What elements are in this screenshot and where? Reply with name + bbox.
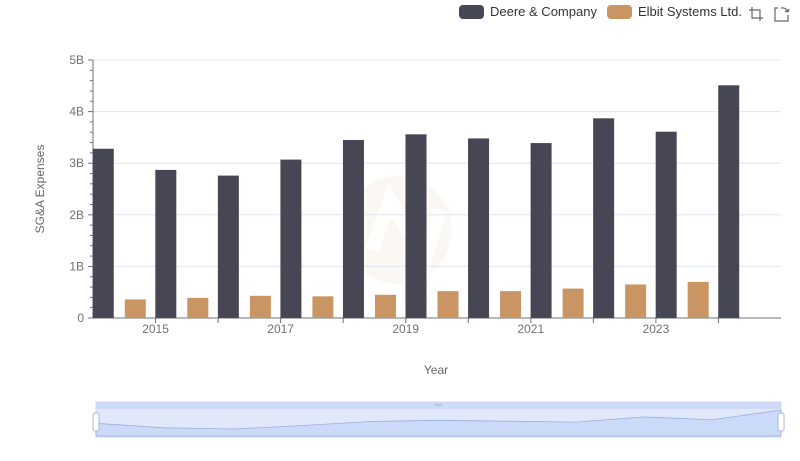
slider-preview-area — [95, 409, 782, 437]
legend-label-elbit: Elbit Systems Ltd. — [637, 4, 742, 19]
bar-elbit[interactable] — [249, 295, 271, 318]
y-axis: 0 1B 2B 3B 4B 5B — [69, 53, 94, 325]
bar-deere[interactable] — [468, 138, 490, 318]
data-zoom-slider[interactable]: ▪▪▪ — [92, 401, 785, 438]
legend-swatch-elbit — [606, 4, 632, 19]
x-tick-label: 2015 — [142, 322, 169, 336]
bar-series — [92, 85, 740, 318]
grid-lines — [93, 59, 781, 319]
bar-deere[interactable] — [593, 118, 615, 318]
y-tick-label: 2B — [69, 208, 84, 222]
y-tick-label: 4B — [69, 105, 84, 119]
bar-deere[interactable] — [217, 175, 239, 318]
legend: Deere & Company Elbit Systems Ltd. — [459, 4, 742, 19]
bar-deere[interactable] — [405, 134, 427, 318]
toolbox — [748, 6, 790, 22]
slider-handle-right[interactable] — [777, 412, 785, 432]
bar-elbit[interactable] — [312, 296, 334, 318]
bar-elbit[interactable] — [625, 284, 647, 318]
bar-elbit[interactable] — [437, 291, 459, 318]
legend-label-deere: Deere & Company — [490, 4, 597, 19]
y-tick-label: 0 — [77, 311, 84, 325]
bar-deere[interactable] — [655, 131, 677, 318]
bar-elbit[interactable] — [500, 291, 522, 318]
legend-swatch-deere — [459, 4, 484, 19]
y-tick-label: 3B — [69, 156, 84, 170]
y-axis-title: SG&A Expenses — [33, 145, 47, 234]
bar-elbit[interactable] — [562, 288, 584, 318]
x-tick-label: 2021 — [517, 322, 544, 336]
x-axis: 2015 2017 2019 2021 2023 — [93, 317, 781, 336]
bar-elbit[interactable] — [187, 297, 209, 318]
legend-item-deere[interactable]: Deere & Company — [459, 4, 597, 19]
slider-grip-icon[interactable]: ▪▪▪ — [434, 402, 442, 409]
x-axis-title: Year — [424, 363, 448, 377]
bar-deere[interactable] — [92, 148, 114, 318]
bar-elbit[interactable] — [124, 299, 146, 318]
legend-item-elbit[interactable]: Elbit Systems Ltd. — [606, 4, 742, 19]
bar-deere[interactable] — [530, 143, 552, 318]
bar-deere[interactable] — [718, 85, 740, 318]
bar-deere[interactable] — [155, 169, 177, 318]
bar-deere[interactable] — [280, 159, 302, 318]
x-tick-label: 2023 — [643, 322, 670, 336]
bar-elbit[interactable] — [687, 281, 709, 318]
zoom-select-icon[interactable] — [748, 6, 764, 22]
bar-elbit[interactable] — [374, 294, 396, 318]
y-tick-label: 5B — [69, 53, 84, 67]
slider-handle-left[interactable] — [92, 412, 100, 432]
zoom-reset-icon[interactable] — [774, 6, 790, 22]
bar-deere[interactable] — [342, 139, 364, 318]
slider-selection[interactable] — [96, 402, 781, 437]
x-tick-label: 2019 — [392, 322, 419, 336]
x-tick-label: 2017 — [267, 322, 294, 336]
y-tick-label: 1B — [69, 259, 84, 273]
slider-top-bar[interactable] — [96, 402, 781, 409]
